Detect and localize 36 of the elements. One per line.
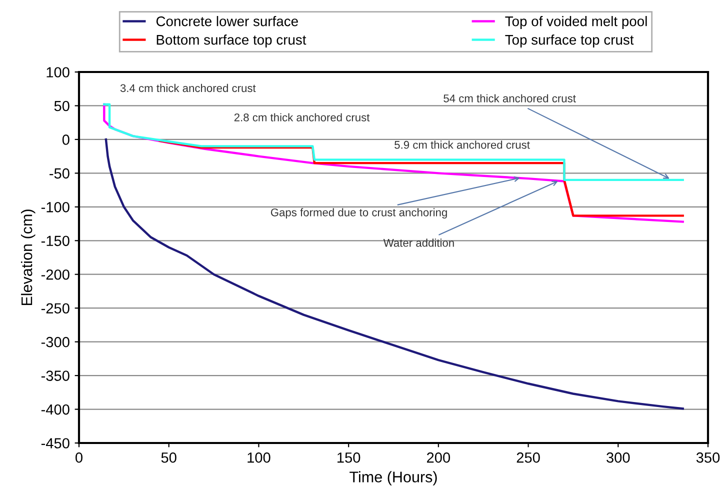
y-tick-label: -350 [41,370,70,381]
legend-label: Bottom surface top crust [156,34,306,48]
y-tick-label: -250 [41,303,70,314]
x-tick-label: 200 [427,452,450,463]
y-tick-label: 50 [54,100,70,112]
y-tick-label: 0 [62,134,70,145]
annotation: 5.9 cm thick anchored crust [394,140,530,149]
annotation: 3.4 cm thick anchored crust [120,84,256,92]
line-series [103,103,684,223]
annotation: 2.8 cm thick anchored crust [234,113,370,122]
legend-label: Concrete lower surface [156,16,298,26]
y-tick-label: -100 [41,202,70,212]
x-tick-label: 0 [76,452,82,463]
legend-label: Top of voided melt pool [505,16,647,29]
x-axis-title: Time (Hours) [350,471,437,486]
y-tick-label: 100 [46,67,70,78]
line-series [103,103,684,182]
line-series [104,138,684,410]
x-tick-label: 350 [696,452,720,463]
line-series [158,140,684,217]
annotation: Water addition [383,238,454,247]
y-axis-title: Elevation (cm) [20,210,36,306]
annotation: Gaps formed due to crust anchoring [270,208,447,219]
y-tick-label: -450 [41,438,70,448]
x-tick-label: 150 [338,452,360,463]
x-tick-label: 300 [606,452,630,463]
x-tick-label: 50 [161,452,176,463]
x-tick-label: 250 [516,452,540,463]
y-tick-label: -400 [41,404,70,415]
y-tick-label: -50 [50,168,70,179]
legend-label: Top surface top crust [505,34,634,48]
annotation: 54 cm thick anchored crust [444,94,576,102]
y-tick-label: -150 [41,236,70,246]
y-tick-label: -300 [41,336,70,348]
x-tick-label: 100 [248,452,270,463]
y-tick-label: -200 [41,269,70,280]
